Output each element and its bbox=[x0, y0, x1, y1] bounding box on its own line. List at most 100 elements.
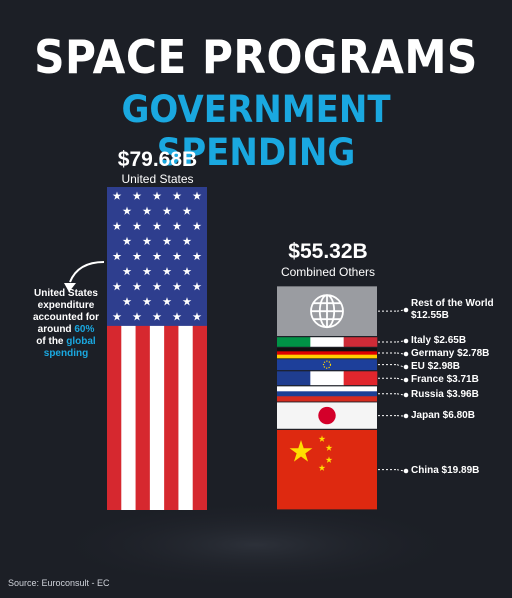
flag-star bbox=[152, 191, 162, 200]
others-amount: $55.32B bbox=[288, 240, 368, 263]
label-france: France $3.71B bbox=[411, 374, 479, 385]
flag-star bbox=[132, 251, 142, 261]
leader-line bbox=[396, 393, 405, 396]
flag-star bbox=[152, 282, 162, 291]
label-russia: Russia $3.96B bbox=[411, 389, 479, 400]
segment-germany bbox=[277, 347, 377, 359]
flag-star bbox=[182, 266, 192, 276]
label-china: China $19.89B bbox=[411, 465, 480, 476]
china-small-star bbox=[325, 444, 333, 451]
others-label: Combined Others bbox=[280, 265, 376, 279]
leader-dot bbox=[403, 392, 409, 398]
segment-russia bbox=[277, 386, 377, 402]
flag-star bbox=[142, 297, 152, 306]
annotation-line: accounted for bbox=[32, 312, 100, 323]
flag-star bbox=[132, 282, 142, 291]
leader-dot bbox=[403, 413, 409, 419]
bar-eu bbox=[277, 359, 377, 371]
flag-band bbox=[343, 337, 378, 347]
segment-italy bbox=[277, 337, 378, 347]
flag-star bbox=[112, 251, 122, 261]
leader-line bbox=[396, 364, 405, 368]
flag-star bbox=[192, 221, 202, 230]
annotation-arrow-line bbox=[69, 261, 105, 283]
leader-dot bbox=[403, 377, 409, 383]
label-germany: Germany $2.78B bbox=[411, 348, 490, 359]
label-rest-of-the-world: Rest of the World $12.55B bbox=[411, 298, 494, 322]
leader-dot bbox=[403, 338, 409, 344]
flag-band bbox=[277, 351, 377, 355]
annotation-arrowhead bbox=[64, 283, 76, 292]
chart-subtitle: GOVERNMENT SPENDING bbox=[121, 88, 391, 174]
annotation-highlight: global bbox=[66, 336, 96, 347]
flag-star bbox=[182, 297, 192, 306]
leader-line bbox=[396, 340, 405, 343]
label-eu: EU $2.98B bbox=[411, 361, 460, 372]
flag-star bbox=[122, 206, 132, 215]
flag-star bbox=[122, 236, 132, 246]
leader-line bbox=[396, 352, 405, 355]
leader-dot bbox=[403, 307, 409, 313]
source-note: Source: Euroconsult - EC bbox=[8, 578, 110, 588]
flag-band bbox=[277, 347, 377, 352]
segment-china bbox=[277, 429, 377, 510]
flag-star bbox=[152, 312, 162, 321]
flag-star bbox=[132, 312, 142, 321]
flag-band bbox=[277, 371, 311, 386]
china-small-star bbox=[318, 435, 326, 442]
flag-star bbox=[142, 206, 152, 215]
segment-france bbox=[277, 371, 378, 386]
flag-band bbox=[277, 354, 377, 359]
flag-star bbox=[132, 191, 142, 200]
us-label: United States bbox=[121, 172, 194, 186]
flag-star bbox=[142, 236, 152, 246]
flag-band bbox=[310, 337, 344, 347]
annotation-line: around 60% bbox=[37, 324, 95, 335]
eu-star-ring bbox=[322, 360, 332, 369]
us-amount: $79.68B bbox=[117, 148, 198, 171]
annotation-line: of the global bbox=[36, 336, 96, 347]
flag-star bbox=[192, 282, 202, 291]
leader-line bbox=[396, 469, 405, 472]
label-line: Rest of the World bbox=[411, 298, 494, 309]
leader-lines bbox=[378, 307, 409, 474]
china-small-star bbox=[318, 464, 326, 471]
leader-dot bbox=[403, 468, 409, 474]
flag-star bbox=[192, 251, 202, 261]
flag-star bbox=[112, 221, 122, 230]
flag-star bbox=[172, 191, 182, 200]
annotation-line: spending bbox=[43, 348, 89, 359]
flag-star bbox=[162, 236, 172, 246]
flag-band bbox=[277, 337, 311, 347]
flag-star bbox=[192, 191, 202, 200]
flag-star bbox=[172, 251, 182, 261]
floor-shadow bbox=[46, 500, 466, 590]
flag-star bbox=[122, 297, 132, 306]
flag-star bbox=[172, 221, 182, 230]
flag-star bbox=[192, 312, 202, 321]
china-big-star bbox=[289, 439, 313, 462]
flag-band bbox=[343, 371, 378, 386]
japan-sun bbox=[318, 406, 336, 425]
flag-band bbox=[277, 386, 377, 392]
leader-line bbox=[396, 309, 405, 312]
flag-star bbox=[172, 282, 182, 291]
flag-star bbox=[162, 266, 172, 276]
annotation-line: expenditure bbox=[37, 300, 95, 311]
label-italy: Italy $2.65B bbox=[411, 335, 467, 346]
flag-star bbox=[112, 191, 122, 200]
flag-star bbox=[182, 236, 192, 246]
segment-eu bbox=[277, 359, 377, 371]
globe-icon bbox=[310, 294, 344, 329]
flag-star bbox=[152, 221, 162, 230]
flag-band bbox=[277, 391, 377, 397]
leader-dot bbox=[403, 364, 409, 370]
flag-star bbox=[112, 282, 122, 291]
us-flag-bar bbox=[107, 187, 207, 510]
label-japan: Japan $6.80B bbox=[411, 410, 475, 421]
annotation-line: United States bbox=[34, 288, 98, 299]
china-small-star bbox=[325, 456, 333, 463]
label-line: $12.55B bbox=[411, 310, 449, 321]
flag-star bbox=[182, 206, 192, 215]
